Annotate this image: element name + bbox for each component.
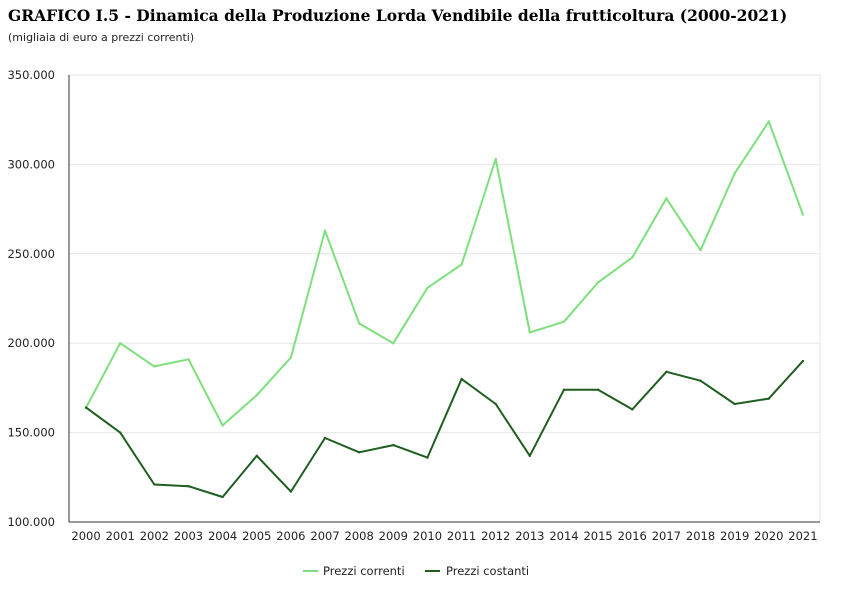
series-line bbox=[85, 360, 804, 498]
data-point bbox=[494, 157, 497, 161]
y-tick-label: 200.000 bbox=[7, 336, 55, 350]
x-tick-label: 2002 bbox=[140, 529, 169, 543]
data-point bbox=[119, 342, 122, 345]
data-point bbox=[392, 443, 395, 447]
x-tick-label: 2006 bbox=[276, 529, 305, 543]
data-point bbox=[221, 424, 224, 427]
data-point bbox=[357, 451, 361, 454]
data-point bbox=[665, 370, 668, 374]
data-point bbox=[733, 402, 736, 406]
x-tick-label: 2003 bbox=[174, 529, 203, 543]
data-point bbox=[699, 249, 702, 252]
data-point bbox=[392, 342, 395, 345]
x-tick-label: 2000 bbox=[71, 529, 100, 543]
x-tick-label: 2009 bbox=[379, 529, 408, 543]
data-point bbox=[631, 256, 634, 259]
y-tick-label: 100.000 bbox=[7, 515, 55, 529]
x-tick-label: 2015 bbox=[583, 529, 612, 543]
data-point bbox=[596, 388, 600, 391]
legend-label: Prezzi correnti bbox=[323, 564, 405, 578]
x-tick-label: 2017 bbox=[652, 529, 681, 543]
data-point bbox=[631, 408, 634, 411]
chart-title: GRAFICO I.5 - Dinamica della Produzione … bbox=[8, 6, 788, 25]
x-tick-label: 2018 bbox=[686, 529, 715, 543]
data-point bbox=[426, 456, 429, 459]
x-tick-label: 2007 bbox=[310, 529, 339, 543]
data-point bbox=[801, 359, 805, 363]
x-tick-label: 2013 bbox=[515, 529, 544, 543]
data-point bbox=[255, 393, 258, 397]
x-tick-label: 2014 bbox=[549, 529, 578, 543]
y-tick-label: 250.000 bbox=[7, 247, 55, 261]
x-tick-label: 2020 bbox=[754, 529, 783, 543]
data-point bbox=[801, 213, 805, 216]
data-point bbox=[562, 388, 566, 391]
series-line bbox=[85, 120, 804, 427]
data-point bbox=[528, 331, 532, 334]
data-point bbox=[84, 406, 88, 409]
data-point bbox=[187, 485, 190, 488]
x-tick-label: 2019 bbox=[720, 529, 749, 543]
data-point bbox=[528, 454, 532, 458]
x-tick-label: 2011 bbox=[447, 529, 476, 543]
data-point bbox=[255, 454, 258, 458]
y-tick-label: 300.000 bbox=[7, 157, 55, 171]
data-point bbox=[323, 229, 327, 232]
x-tick-label: 2021 bbox=[788, 529, 817, 543]
chart-subtitle: (migliaia di euro a prezzi correnti) bbox=[8, 31, 195, 44]
data-point bbox=[665, 197, 668, 200]
data-point bbox=[221, 495, 224, 499]
data-point bbox=[767, 120, 770, 123]
data-point bbox=[153, 365, 156, 368]
data-point bbox=[289, 490, 293, 493]
x-tick-label: 2016 bbox=[618, 529, 647, 543]
data-point bbox=[562, 320, 566, 323]
data-point bbox=[323, 436, 327, 440]
legend-label: Prezzi costanti bbox=[446, 564, 529, 578]
x-tick-label: 2012 bbox=[481, 529, 510, 543]
x-tick-label: 2004 bbox=[208, 529, 237, 543]
data-point bbox=[494, 402, 497, 406]
data-point bbox=[357, 322, 361, 325]
data-point bbox=[733, 172, 736, 175]
x-tick-label: 2010 bbox=[413, 529, 442, 543]
data-point bbox=[289, 356, 293, 359]
x-tick-label: 2001 bbox=[106, 529, 135, 543]
data-point bbox=[119, 431, 122, 434]
plot-frame bbox=[68, 74, 821, 523]
data-point bbox=[460, 377, 463, 381]
data-point bbox=[767, 397, 770, 400]
data-point bbox=[460, 263, 463, 266]
data-point bbox=[596, 281, 600, 284]
data-point bbox=[187, 358, 190, 361]
data-point bbox=[699, 379, 702, 382]
data-point bbox=[153, 483, 156, 486]
y-tick-label: 350.000 bbox=[7, 68, 55, 82]
data-point bbox=[426, 286, 429, 289]
y-tick-label: 150.000 bbox=[7, 426, 55, 440]
x-tick-label: 2008 bbox=[345, 529, 374, 543]
x-tick-label: 2005 bbox=[242, 529, 271, 543]
